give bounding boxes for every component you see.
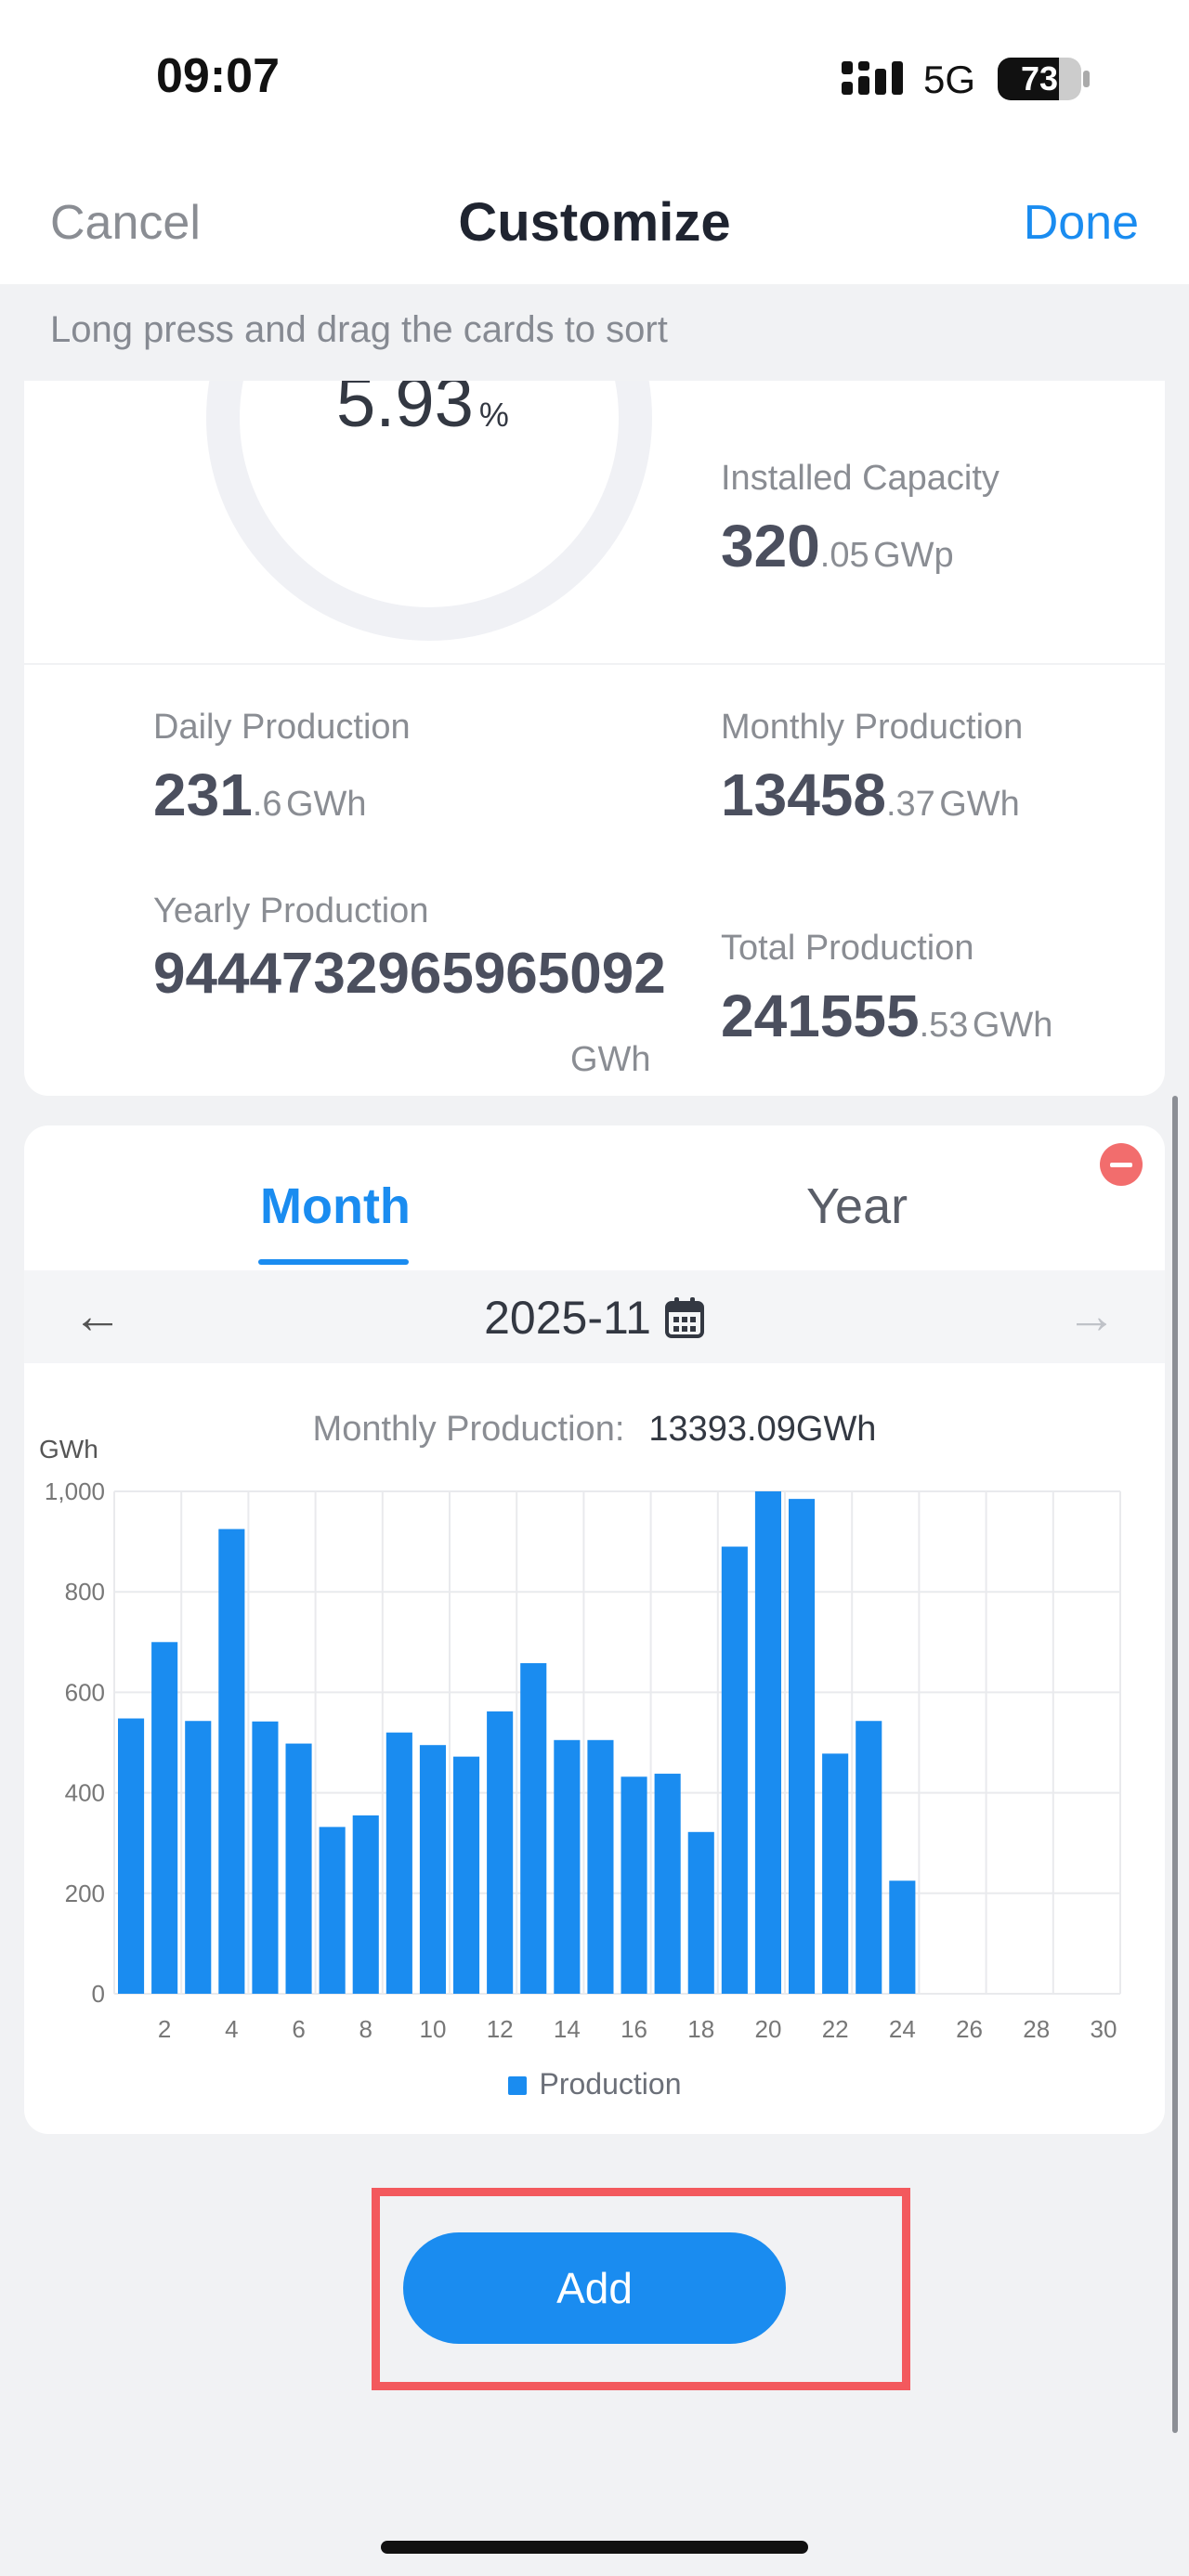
x-tick-label: 20 xyxy=(754,2015,781,2043)
bar-day-15 xyxy=(587,1739,614,1994)
legend-swatch xyxy=(507,2076,527,2095)
calendar-icon[interactable] xyxy=(664,1296,705,1339)
add-highlight-frame xyxy=(372,2188,910,2390)
bar-day-5 xyxy=(252,1721,279,1994)
yearly-unit: GWh xyxy=(570,1040,651,1079)
x-tick-label: 28 xyxy=(1023,2015,1050,2043)
monthly-summary: Monthly Production: 13393.09GWh xyxy=(312,1410,877,1449)
bar-day-20 xyxy=(754,1491,781,1994)
x-tick-label: 18 xyxy=(687,2015,714,2043)
bar-day-11 xyxy=(453,1756,480,1994)
bar-day-18 xyxy=(687,1831,714,1994)
yearly-production: Yearly Production 9444732965965092 xyxy=(153,891,666,1006)
scrollbar[interactable] xyxy=(1172,1096,1178,2433)
daily-production: Daily Production 231.6 GWh xyxy=(153,708,411,828)
home-indicator xyxy=(381,2541,808,2554)
prev-month-icon[interactable]: ← xyxy=(72,1288,123,1344)
chart-legend[interactable]: Production xyxy=(24,2067,1165,2101)
x-tick-label: 12 xyxy=(487,2015,514,2043)
bar-day-10 xyxy=(419,1745,446,1994)
battery-cap xyxy=(1083,71,1090,87)
status-time: 09:07 xyxy=(156,49,280,103)
active-tab-indicator xyxy=(258,1259,409,1265)
x-tick-label: 6 xyxy=(292,2015,305,2043)
bar-day-19 xyxy=(721,1546,748,1994)
bar-day-13 xyxy=(520,1663,547,1994)
bar-day-7 xyxy=(319,1827,346,1994)
installed-capacity: Installed Capacity 320.05 GWp xyxy=(721,459,1000,579)
tab-year[interactable]: Year xyxy=(806,1178,908,1234)
y-tick-label: 200 xyxy=(65,1880,105,1907)
bar-day-6 xyxy=(285,1743,312,1994)
nav-bar: Cancel Customize Done xyxy=(0,158,1189,284)
bar-day-1 xyxy=(118,1718,145,1994)
bar-day-9 xyxy=(385,1732,412,1994)
bar-day-14 xyxy=(554,1739,581,1994)
remove-card-icon[interactable] xyxy=(1100,1143,1143,1186)
bar-day-3 xyxy=(185,1721,212,1994)
production-chart-card[interactable]: Month Year ← 2025-11 → Monthly Productio… xyxy=(24,1125,1165,2134)
x-tick-label: 8 xyxy=(359,2015,372,2043)
sort-hint: Long press and drag the cards to sort xyxy=(50,309,668,350)
bar-day-12 xyxy=(487,1711,514,1994)
y-tick-label: 1,000 xyxy=(45,1477,105,1505)
bar-day-23 xyxy=(856,1721,882,1994)
date-navigator: ← 2025-11 → xyxy=(24,1270,1165,1363)
network-type: 5G xyxy=(923,58,976,101)
date-picker[interactable]: 2025-11 xyxy=(24,1291,1165,1345)
card-divider xyxy=(24,663,1165,665)
done-button[interactable]: Done xyxy=(1023,196,1139,250)
y-tick-label: 400 xyxy=(65,1779,105,1807)
bar-day-17 xyxy=(654,1774,681,1994)
bar-day-16 xyxy=(621,1776,647,1994)
rate-value: 5.93% xyxy=(336,381,509,442)
x-tick-label: 30 xyxy=(1090,2015,1117,2043)
bar-day-4 xyxy=(218,1529,245,1994)
total-production: Total Production 241555.53 GWh xyxy=(721,929,1053,1049)
overview-card[interactable]: 5.93% Installed Capacity 320.05 GWp Dail… xyxy=(24,381,1165,1096)
monthly-production: Monthly Production 13458.37 GWh xyxy=(721,708,1024,828)
x-tick-label: 26 xyxy=(956,2015,983,2043)
bar-day-24 xyxy=(889,1880,916,1994)
battery-level: 73 xyxy=(1020,59,1059,98)
y-axis-label: GWh xyxy=(39,1435,98,1464)
x-tick-label: 10 xyxy=(419,2015,446,2043)
x-tick-label: 22 xyxy=(822,2015,849,2043)
x-tick-label: 2 xyxy=(158,2015,171,2043)
add-button[interactable]: Add xyxy=(403,2232,786,2344)
y-tick-label: 0 xyxy=(92,1980,105,2008)
y-tick-label: 800 xyxy=(65,1578,105,1606)
y-tick-label: 600 xyxy=(65,1678,105,1706)
bar-day-21 xyxy=(789,1499,816,1994)
bar-day-2 xyxy=(151,1642,178,1994)
legend-label: Production xyxy=(539,2067,682,2101)
x-tick-label: 4 xyxy=(225,2015,238,2043)
tab-month[interactable]: Month xyxy=(260,1178,411,1234)
next-month-icon[interactable]: → xyxy=(1066,1288,1117,1344)
status-bar: 09:07 5G 73 xyxy=(0,0,1189,158)
bar-day-8 xyxy=(352,1815,379,1994)
page-title: Customize xyxy=(458,192,731,253)
battery-icon: 73 xyxy=(998,58,1081,100)
bar-day-22 xyxy=(822,1753,849,1994)
cancel-button[interactable]: Cancel xyxy=(50,196,201,250)
x-tick-label: 24 xyxy=(889,2015,916,2043)
signal-icon xyxy=(842,61,903,95)
x-tick-label: 16 xyxy=(621,2015,647,2043)
x-tick-label: 14 xyxy=(554,2015,581,2043)
